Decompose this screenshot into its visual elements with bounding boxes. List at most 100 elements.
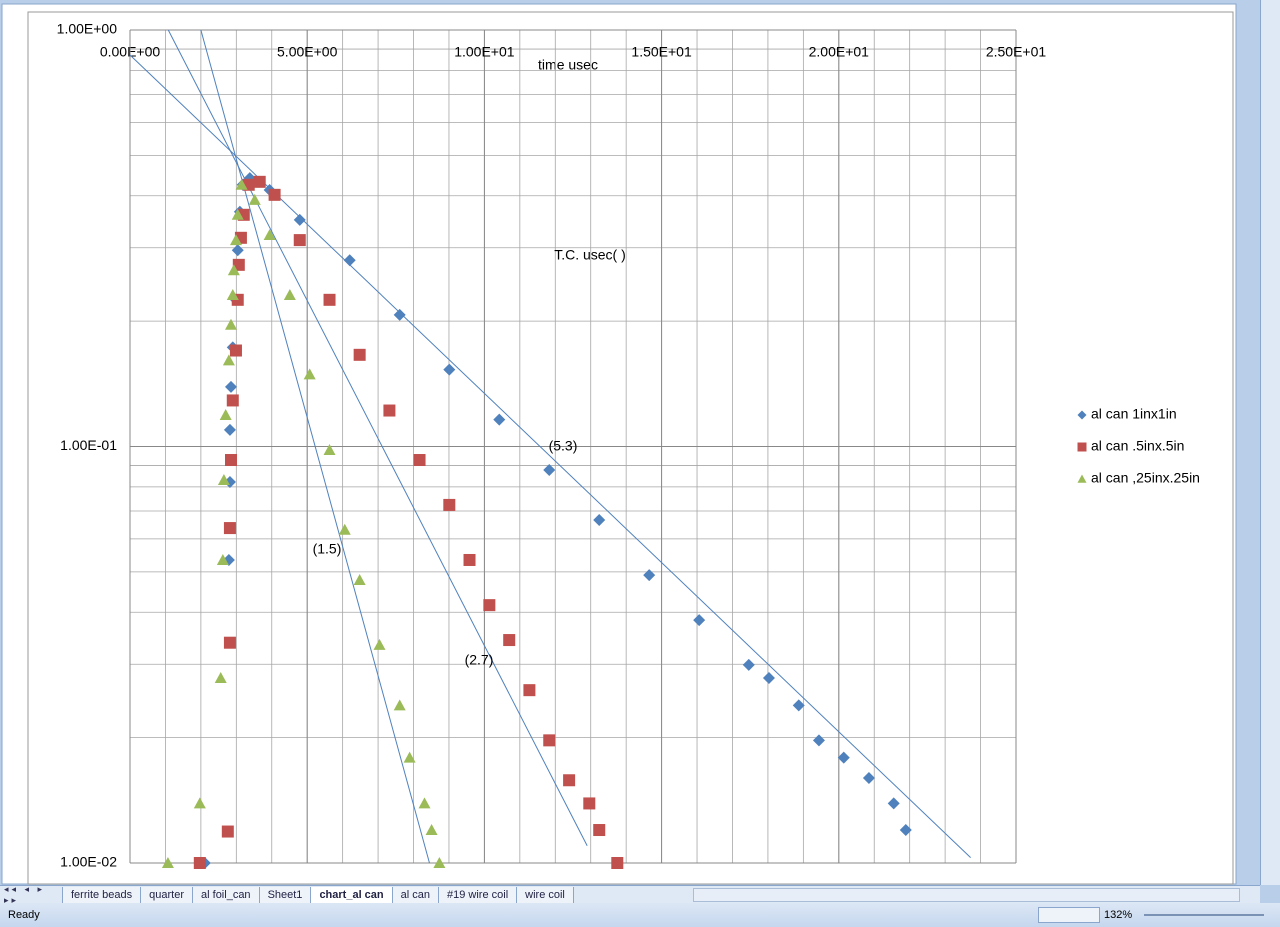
data-point xyxy=(425,824,438,836)
x-tick-label: 1.50E+01 xyxy=(631,44,692,60)
x-tick-label: 2.50E+01 xyxy=(986,44,1047,60)
zoom-slider[interactable] xyxy=(1144,914,1264,916)
data-point xyxy=(343,254,356,267)
data-point xyxy=(742,658,755,671)
x-tick-label: 5.00E+00 xyxy=(277,44,338,60)
zoom-level[interactable]: 132% xyxy=(1104,909,1133,921)
data-point xyxy=(493,413,506,426)
legend-label: al can ,25inx.25in xyxy=(1091,470,1200,486)
data-point xyxy=(433,857,446,868)
data-point xyxy=(223,636,236,649)
legend-marker xyxy=(1077,410,1087,420)
annotation: (1.5) xyxy=(313,541,342,557)
status-mode: Ready xyxy=(8,909,40,921)
data-point xyxy=(268,188,281,201)
x-tick-label: 1.00E+01 xyxy=(454,44,515,60)
data-point xyxy=(503,634,516,647)
data-point xyxy=(229,234,242,246)
data-point xyxy=(225,380,238,393)
data-point xyxy=(225,454,238,467)
data-point xyxy=(217,473,230,485)
sheet-tab[interactable]: al can xyxy=(391,886,439,904)
data-point xyxy=(792,699,805,712)
data-point xyxy=(226,289,239,301)
data-point xyxy=(693,614,706,627)
data-point xyxy=(393,308,406,321)
data-point xyxy=(837,751,850,764)
annotation: T.C. usec( ) xyxy=(554,247,626,263)
sheet-tabs: ◂◂ ◂ ▸ ▸▸ ferrite beads quarter al foil_ca… xyxy=(0,884,1260,905)
data-point xyxy=(338,523,351,535)
data-point xyxy=(219,409,232,421)
data-point xyxy=(373,638,386,650)
data-point xyxy=(323,293,336,306)
sheet-tab[interactable]: quarter xyxy=(140,886,194,904)
data-point xyxy=(483,599,496,612)
sheet-tab[interactable]: wire coil xyxy=(516,886,574,904)
sheet-tab[interactable]: Sheet1 xyxy=(258,886,312,904)
data-point xyxy=(235,178,248,190)
data-point xyxy=(353,348,366,361)
data-point xyxy=(523,684,536,697)
data-point xyxy=(862,771,875,784)
data-point xyxy=(593,824,606,837)
annotation: (2.7) xyxy=(465,652,494,668)
data-point xyxy=(222,354,235,366)
data-point xyxy=(463,553,476,566)
sheet-tab[interactable]: ferrite beads xyxy=(62,886,142,904)
x-axis-title: time usec xyxy=(538,57,598,73)
data-point xyxy=(253,175,266,188)
data-point xyxy=(293,213,306,226)
y-tick-label: 1.00E+00 xyxy=(57,21,118,37)
data-point xyxy=(403,751,416,763)
chart-area xyxy=(27,11,1234,885)
legend-label: al can .5inx.5in xyxy=(1091,438,1184,454)
sheet-tab[interactable]: chart_al can xyxy=(310,886,393,904)
data-point xyxy=(223,522,236,535)
data-point xyxy=(231,244,244,257)
data-point xyxy=(248,193,261,205)
data-point xyxy=(812,734,825,747)
data-point xyxy=(303,368,316,380)
data-point xyxy=(226,394,239,407)
data-point xyxy=(193,797,206,809)
status-bar: Ready 132% xyxy=(0,903,1280,927)
data-point xyxy=(643,569,656,582)
data-point xyxy=(418,797,431,809)
data-point xyxy=(563,774,576,787)
data-point xyxy=(231,208,244,220)
vertical-scrollbar[interactable] xyxy=(1260,0,1280,885)
sheet-tab[interactable]: al foil_can xyxy=(192,886,260,904)
horizontal-scrollbar[interactable] xyxy=(692,888,1240,902)
data-point xyxy=(543,464,556,477)
data-point xyxy=(583,797,596,810)
data-point xyxy=(393,699,406,711)
data-point xyxy=(762,672,775,685)
data-point xyxy=(293,234,306,247)
data-point xyxy=(227,264,240,276)
data-point xyxy=(543,734,556,747)
data-point xyxy=(323,443,336,455)
legend-marker xyxy=(1077,474,1087,483)
data-point xyxy=(899,824,912,837)
data-point xyxy=(383,404,396,417)
data-point xyxy=(283,289,296,301)
data-point xyxy=(353,574,366,586)
data-point xyxy=(161,857,174,868)
legend-label: al can 1inx1in xyxy=(1091,406,1177,422)
view-buttons[interactable] xyxy=(1038,907,1100,923)
tab-navigation[interactable]: ◂◂ ◂ ▸ ▸▸ xyxy=(4,884,46,905)
data-point xyxy=(413,454,426,467)
sheet-tab[interactable]: #19 wire coil xyxy=(438,886,518,904)
trendline xyxy=(200,29,430,864)
data-point xyxy=(223,423,236,436)
data-point xyxy=(887,797,900,810)
data-point xyxy=(611,857,624,869)
data-point xyxy=(193,857,206,869)
legend-marker xyxy=(1077,442,1087,452)
annotation: (5.3) xyxy=(549,438,578,454)
data-point xyxy=(263,228,276,240)
x-tick-label: 2.00E+01 xyxy=(809,44,870,60)
